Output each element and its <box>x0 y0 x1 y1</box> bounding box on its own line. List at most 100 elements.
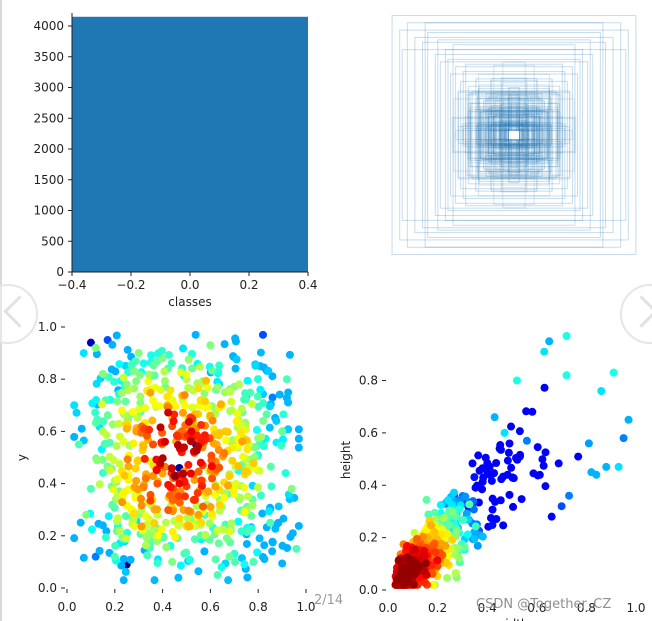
xy-point <box>170 410 179 419</box>
label-box <box>467 85 561 185</box>
xy-point <box>294 521 303 530</box>
xy-point <box>194 567 203 576</box>
label-box <box>488 96 540 174</box>
xy-point <box>136 392 145 401</box>
xy-point <box>181 401 190 410</box>
label-box <box>470 129 558 141</box>
xy-point <box>153 531 162 540</box>
xy-point <box>174 573 183 582</box>
wh-point <box>469 505 478 514</box>
y-tick-label: 4000 <box>33 19 64 33</box>
xy-point <box>294 443 303 452</box>
xy-point <box>171 533 180 542</box>
label-box <box>406 22 622 248</box>
xy-point <box>284 398 293 407</box>
xy-point <box>268 393 277 402</box>
xy-point <box>266 518 275 527</box>
label-box <box>457 91 571 179</box>
xy-point <box>91 408 100 417</box>
xy-point <box>103 411 112 420</box>
label-box <box>503 122 525 148</box>
x-tick-label: 0.6 <box>201 600 220 614</box>
xy-point <box>224 576 233 585</box>
xy-point <box>99 417 108 426</box>
label-box <box>499 122 529 148</box>
xy-point <box>206 341 215 350</box>
label-box <box>479 97 549 173</box>
label-box <box>467 110 561 160</box>
y-tick-label: 0.4 <box>359 478 378 492</box>
xy-point <box>117 561 126 570</box>
xy-point <box>119 373 128 382</box>
wh-point <box>478 485 487 494</box>
xy-point <box>118 388 127 397</box>
label-box <box>465 93 563 177</box>
class-bar-0 <box>72 16 308 273</box>
xy-point <box>194 442 203 451</box>
xy-point <box>292 544 301 553</box>
wh-point <box>614 462 623 471</box>
xy-point <box>158 354 167 363</box>
label-box <box>493 114 535 156</box>
xy-point <box>139 442 148 451</box>
wh-point <box>508 473 517 482</box>
xy-point <box>132 377 141 386</box>
xy-point <box>182 548 191 557</box>
label-box <box>502 119 526 151</box>
x-tick-label: 0.0 <box>57 600 76 614</box>
xy-point <box>120 471 129 480</box>
wh-point <box>471 522 480 531</box>
xy-point <box>153 479 162 488</box>
xy-point <box>143 551 152 560</box>
label-box <box>507 97 521 173</box>
xy-point <box>185 555 194 564</box>
wh-point <box>517 495 526 504</box>
wh-point <box>535 470 544 479</box>
label-box <box>471 90 557 180</box>
x-tick-label: 1.0 <box>296 600 315 614</box>
xy-point <box>222 534 231 543</box>
xy-point <box>242 539 251 548</box>
label-box <box>488 107 540 163</box>
label-box <box>493 64 535 206</box>
label-boxes-plot <box>391 14 637 256</box>
label-box <box>490 105 538 165</box>
xy-point <box>227 519 236 528</box>
wh-point <box>515 427 524 436</box>
label-box <box>464 116 564 154</box>
xy-point <box>216 400 225 409</box>
xy-point <box>121 361 130 370</box>
wh-point <box>478 477 487 486</box>
xy-point <box>152 466 161 475</box>
label-box <box>490 80 538 190</box>
xy-point <box>115 360 124 369</box>
label-box <box>493 110 535 160</box>
wh-point <box>465 500 474 509</box>
xy-point <box>237 428 246 437</box>
wh-point <box>410 528 419 537</box>
xy-point <box>158 469 167 478</box>
xy-point <box>175 514 184 523</box>
wh-point <box>442 558 451 567</box>
label-box <box>498 114 530 156</box>
xy-point <box>184 460 193 469</box>
xy-point <box>137 501 146 510</box>
xy-point <box>77 424 86 433</box>
wh-point <box>538 455 547 464</box>
label-box <box>470 102 558 168</box>
xy-point <box>221 436 230 445</box>
xy-point <box>88 525 97 534</box>
xy-point <box>146 388 155 397</box>
xy-point <box>282 375 291 384</box>
xy-point <box>164 480 173 489</box>
wh-point <box>460 543 469 552</box>
xy-point <box>249 557 258 566</box>
wh-point <box>505 490 514 499</box>
width-height-scatter-plot: 0.0 0.2 0.4 0.6 0.8 1.0 0.0 0.2 0.4 0.6 0.8 height w… <box>339 332 646 621</box>
wh-point <box>516 450 525 459</box>
xy-point <box>133 457 142 466</box>
xy-point <box>227 397 236 406</box>
label-box <box>491 77 537 193</box>
wh-point <box>562 332 571 340</box>
xy-point <box>220 493 229 502</box>
